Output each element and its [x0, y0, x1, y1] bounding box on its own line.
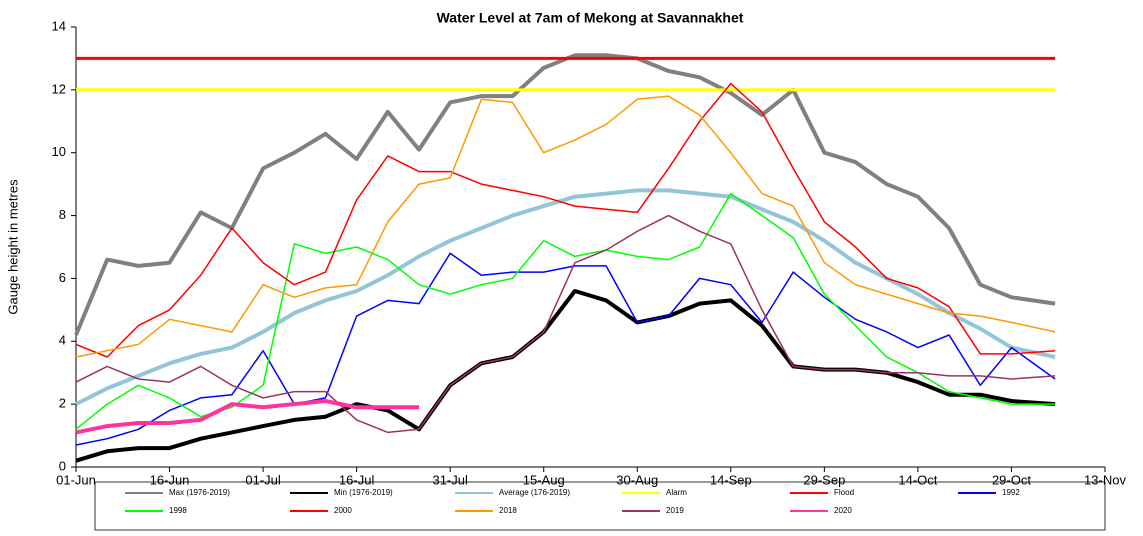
x-tick-label: 16-Jul — [339, 472, 375, 487]
legend-label: 1998 — [169, 506, 187, 515]
x-tick-label: 29-Sep — [803, 472, 845, 487]
x-tick-label: 01-Jul — [245, 472, 281, 487]
y-tick-label: 6 — [59, 270, 66, 285]
x-tick-label: 29-Oct — [992, 472, 1031, 487]
y-tick-label: 12 — [52, 81, 66, 96]
y-tick-label: 14 — [52, 18, 66, 33]
y-axis-label: Gauge height in metres — [5, 179, 20, 315]
legend-label: 2018 — [499, 506, 517, 515]
y-tick-label: 8 — [59, 207, 66, 222]
series-line — [75, 399, 419, 435]
y-tick-label: 0 — [59, 458, 66, 473]
series-line — [75, 95, 1056, 358]
x-tick-label: 01-Jun — [56, 472, 96, 487]
x-tick-label: 16-Jun — [150, 472, 190, 487]
y-tick-label: 2 — [59, 396, 66, 411]
x-tick-label: 30-Aug — [616, 472, 658, 487]
y-tick-label: 4 — [59, 333, 66, 348]
x-tick-label: 31-Jul — [432, 472, 468, 487]
legend-label: 1992 — [1002, 488, 1020, 497]
legend-label: Min (1976-2019) — [334, 488, 393, 497]
x-tick-label: 15-Aug — [523, 472, 565, 487]
x-tick-label: 14-Sep — [710, 472, 752, 487]
chart-title: Water Level at 7am of Mekong at Savannak… — [437, 10, 744, 26]
legend-label: Flood — [834, 488, 854, 497]
legend-label: 2019 — [666, 506, 684, 515]
y-tick-label: 10 — [52, 144, 66, 159]
series-line — [75, 82, 1056, 358]
series-line — [74, 53, 1056, 336]
legend-label: 2020 — [834, 506, 852, 515]
x-tick-label: 14-Oct — [898, 472, 937, 487]
legend-label: Max (1976-2019) — [169, 488, 230, 497]
series-line — [75, 214, 1056, 434]
x-tick-label: 13-Nov — [1084, 472, 1126, 487]
legend-label: Alarm — [666, 488, 687, 497]
legend-box — [94, 481, 1106, 531]
legend-label: Average (176-2019) — [499, 488, 570, 497]
legend-label: 2000 — [334, 506, 352, 515]
